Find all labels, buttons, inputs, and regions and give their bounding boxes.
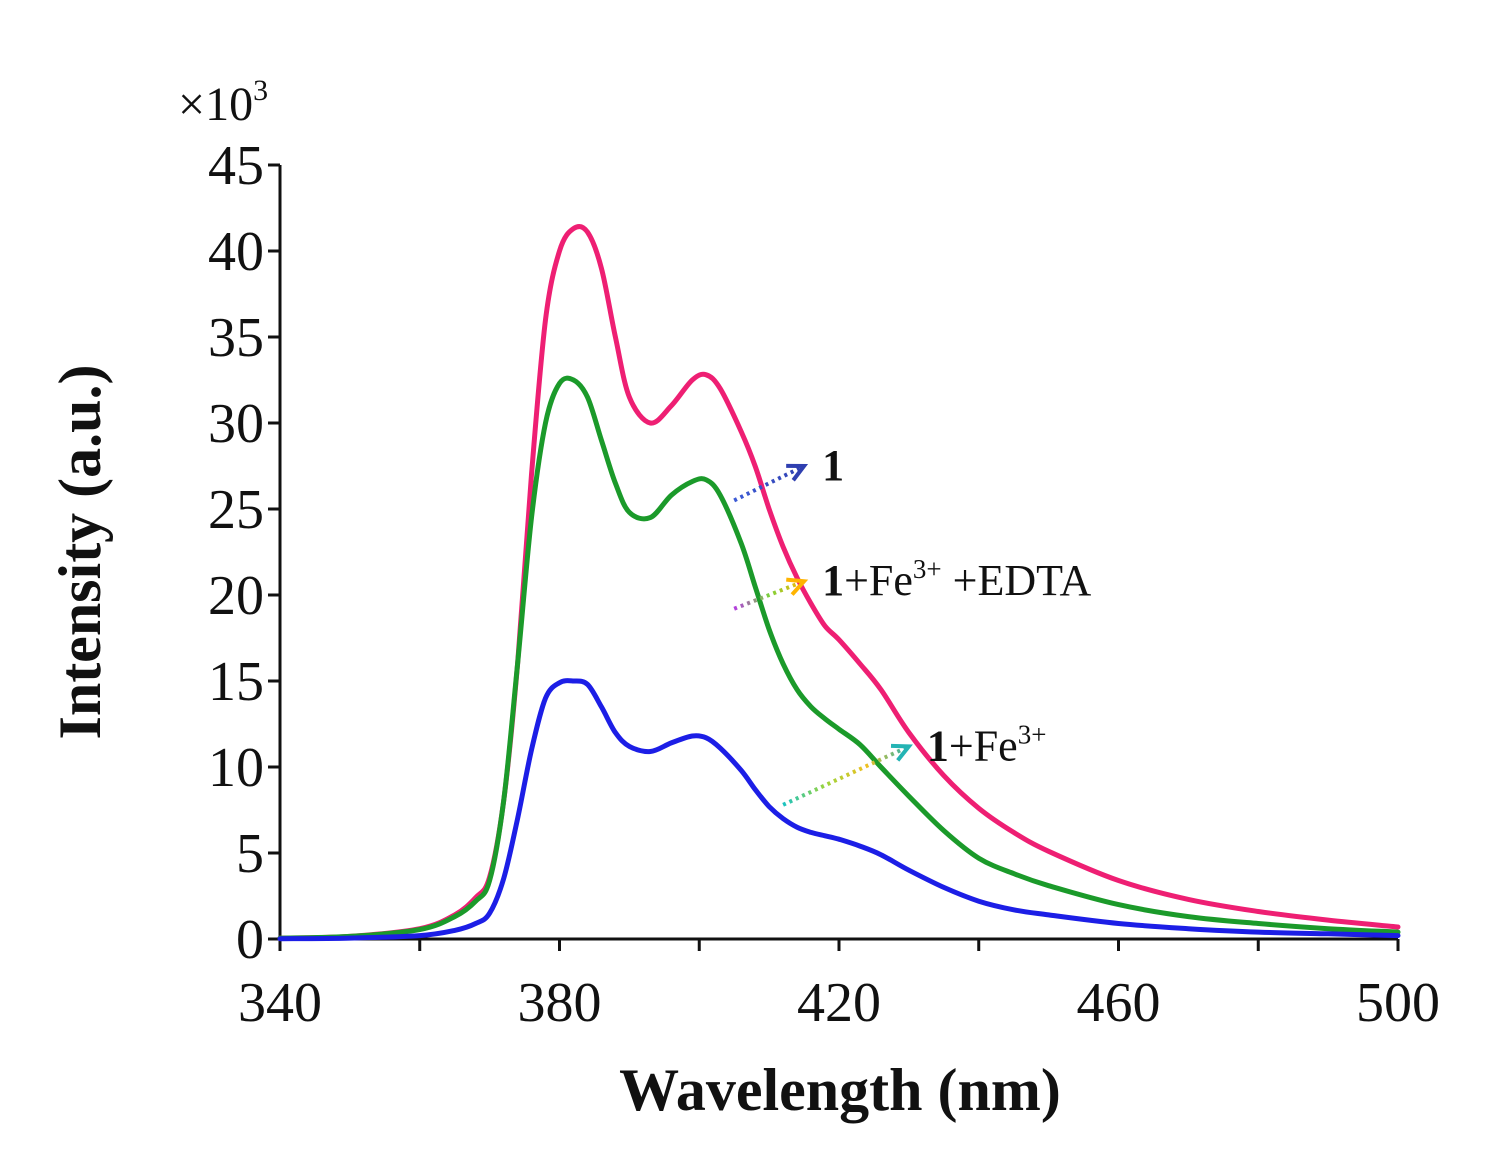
annotation-label: 1+Fe3+ bbox=[927, 719, 1047, 770]
y-tick-label: 45 bbox=[208, 135, 264, 197]
y-tick-label: 15 bbox=[208, 651, 264, 713]
x-tick-label: 500 bbox=[1356, 972, 1440, 1034]
annotation-label: 1 bbox=[822, 441, 844, 490]
y-axis-title: Intensity (a.u.) bbox=[47, 364, 113, 739]
y-tick-label: 35 bbox=[208, 307, 264, 369]
annotation-arrow-line bbox=[733, 464, 805, 503]
x-tick-label: 460 bbox=[1077, 972, 1161, 1034]
annotation-arrow-line bbox=[782, 744, 910, 807]
x-axis-title: Wavelength (nm) bbox=[619, 1057, 1061, 1123]
series-line-2 bbox=[277, 375, 1401, 941]
y-tick-label: 25 bbox=[208, 479, 264, 541]
annotation-arrow-line bbox=[733, 579, 805, 611]
x-tick-label: 420 bbox=[797, 972, 881, 1034]
y-multiplier: ×103 bbox=[178, 74, 268, 131]
series-line-3 bbox=[277, 678, 1401, 942]
y-tick-label: 20 bbox=[208, 565, 264, 627]
axes bbox=[278, 165, 1398, 941]
y-tick-label: 40 bbox=[208, 221, 264, 283]
annotation-label: 1+Fe3+ +EDTA bbox=[822, 554, 1091, 605]
ticks: 0 5 10 15 20 25 30 35 40 45 340 380 420 460 500 bbox=[208, 135, 1440, 1034]
annotations: 1 1+Fe3+ +EDTA 1+Fe3+ bbox=[733, 441, 1091, 807]
y-tick-label: 5 bbox=[236, 823, 264, 885]
annotation-arrowhead bbox=[786, 463, 809, 482]
annotation-arrowhead bbox=[786, 577, 809, 596]
annotation-arrowhead bbox=[890, 743, 913, 762]
y-tick-label: 10 bbox=[208, 737, 264, 799]
x-tick-label: 340 bbox=[238, 972, 322, 1034]
y-tick-label: 30 bbox=[208, 393, 264, 455]
y-tick-label: 0 bbox=[236, 909, 264, 971]
series-lines bbox=[277, 224, 1401, 942]
x-tick-label: 380 bbox=[518, 972, 602, 1034]
